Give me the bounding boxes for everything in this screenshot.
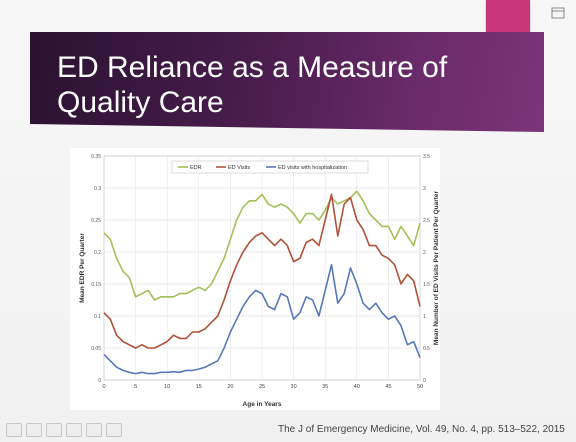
citation: The J of Emergency Medicine, Vol. 49, No…: [278, 424, 565, 435]
chart-ticks: 0 0.05 0.1 0.15 0.2 0.25 0.3 0.35 0 0.5 1 1.5 2 2.5 3 3…: [91, 154, 430, 390]
y-tick-label-left: 0.15: [91, 282, 101, 288]
title-banner: [30, 32, 544, 132]
x-tick-label: 30: [291, 384, 297, 390]
slide-toolbar: [6, 423, 122, 437]
x-tick-label: 20: [227, 384, 233, 390]
toolbar-button[interactable]: [106, 423, 122, 437]
series-line-1: [103, 193, 421, 349]
line-chart: 0 0.05 0.1 0.15 0.2 0.25 0.3 0.35 0 0.5 1 1.5 2 2.5 3 3…: [79, 154, 440, 408]
y-tick-label-right: 1.5: [423, 282, 430, 288]
y-tick-label-right: 2.5: [423, 218, 430, 224]
x-tick-label: 35: [322, 384, 328, 390]
slide-title: ED Reliance as a Measure of Quality Care: [57, 51, 448, 119]
legend-label: ED Visits: [228, 165, 250, 171]
y-tick-label-left: 0.05: [91, 346, 101, 352]
y-tick-label-right: 3: [423, 186, 426, 192]
toolbar-button[interactable]: [26, 423, 42, 437]
left-axis-label: Mean EDR Per Quarter: [79, 233, 86, 303]
x-tick-label: 25: [259, 384, 265, 390]
x-axis-label: Age in Years: [243, 401, 282, 408]
chart-legend: EDR ED Visits ED visits with hospitalizati…: [171, 160, 369, 174]
window-icon[interactable]: [551, 7, 565, 19]
legend-label: ED visits with hospitalization: [278, 165, 347, 171]
x-tick-label: 40: [354, 384, 360, 390]
x-tick-label: 5: [134, 384, 137, 390]
toolbar-button[interactable]: [46, 423, 62, 437]
y-tick-label-right: 0: [423, 378, 426, 384]
x-tick-label: 15: [196, 384, 202, 390]
toolbar-button[interactable]: [66, 423, 82, 437]
y-tick-label-left: 0.1: [94, 314, 101, 320]
chart-series: [103, 190, 421, 375]
toolbar-button[interactable]: [86, 423, 102, 437]
y-tick-label-right: 1: [423, 314, 426, 320]
y-tick-label-left: 0.35: [91, 154, 101, 160]
toolbar-button[interactable]: [6, 423, 22, 437]
y-tick-label-left: 0.3: [94, 186, 101, 192]
x-tick-label: 0: [102, 384, 105, 390]
legend-label: EDR: [190, 165, 202, 171]
x-tick-label: 50: [417, 384, 423, 390]
y-tick-label-right: 3.5: [423, 154, 430, 160]
chart-grid: [103, 155, 421, 381]
x-tick-label: 45: [385, 384, 391, 390]
chart-container: 0 0.05 0.1 0.15 0.2 0.25 0.3 0.35 0 0.5 1 1.5 2 2.5 3 3…: [70, 148, 440, 410]
y-tick-label-right: 2: [423, 250, 426, 256]
right-axis-label: Mean Number of ED Visits Per Patient Per…: [433, 190, 440, 345]
series-line-0: [103, 190, 421, 301]
y-tick-label-left: 0.2: [94, 250, 101, 256]
series-line-2: [103, 264, 421, 375]
y-tick-label-right: 0.5: [423, 346, 430, 352]
y-tick-label-left: 0.25: [91, 218, 101, 224]
x-tick-label: 10: [164, 384, 170, 390]
y-tick-label-left: 0: [98, 378, 101, 384]
